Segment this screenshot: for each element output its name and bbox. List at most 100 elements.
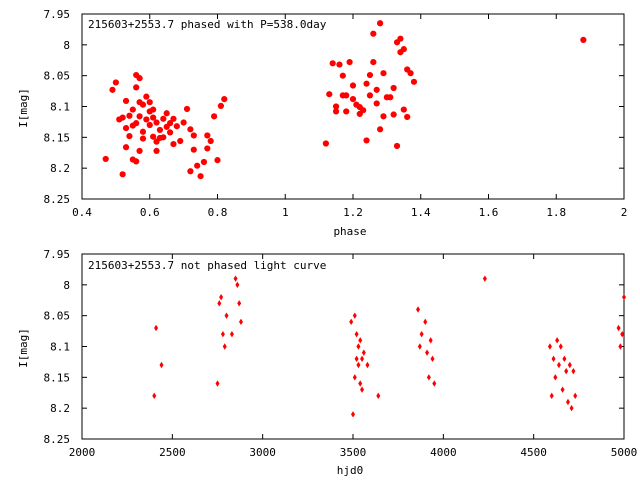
unphased-data-point [560, 386, 565, 393]
phased-data-point [332, 103, 340, 110]
phased-data-point [346, 59, 353, 66]
phased-data-point [177, 137, 184, 145]
phased-data-point [160, 134, 167, 141]
phased-data-point [122, 124, 130, 132]
unphased-data-point [358, 337, 363, 344]
unphased-data-point [482, 275, 487, 282]
phased-data-point [204, 132, 211, 139]
phased-data-point [183, 105, 191, 113]
phased-data-point [370, 59, 377, 66]
phased-y-tick-label: 8.05 [44, 70, 71, 83]
unphased-data-point [425, 349, 430, 356]
phased-data-point [377, 20, 384, 27]
unphased-data-point [217, 300, 222, 307]
unphased-data-point [558, 343, 563, 350]
phased-title: 215603+2553.7 phased with P=538.0day [88, 18, 327, 31]
phased-data-point [136, 75, 143, 82]
unphased-data-point [356, 361, 361, 369]
unphased-y-tick-label: 8.15 [44, 371, 71, 384]
phased-data-point [393, 142, 401, 150]
phased-data-point [133, 158, 140, 165]
unphased-data-point [618, 343, 623, 350]
unphased-data-point [376, 392, 381, 400]
phased-y-tick-label: 8 [63, 39, 70, 52]
unphased-data-point [622, 293, 626, 301]
phased-data-point [400, 106, 407, 113]
phased-data-point [410, 78, 418, 85]
phased-data-point [170, 141, 177, 148]
unphased-data-point [569, 404, 574, 412]
phased-data-point [119, 114, 126, 121]
phased-x-tick-label: 1.8 [546, 206, 566, 219]
phased-data-point [143, 93, 150, 100]
phased-x-tick-label: 1.6 [479, 206, 499, 219]
phased-data-point [366, 71, 374, 79]
phased-data-point [160, 115, 167, 122]
phased-data-point [373, 100, 380, 107]
phased-data-point [407, 70, 414, 77]
phased-panel: 0.4 0.6 0.8 1 1.2 1.4 1.6 1.8 2 7.95 8 8.05 8.1 8.15… [17, 8, 627, 238]
phased-data-point [150, 106, 157, 113]
phased-data-point [380, 113, 387, 120]
unphased-y-tick-label: 8.2 [50, 402, 70, 415]
phased-y-tick-label: 8.1 [50, 101, 70, 114]
unphased-data-point [215, 380, 220, 387]
phased-data-point [400, 46, 407, 53]
phased-data-point [119, 171, 126, 178]
phased-y-tick-label: 8.25 [44, 193, 71, 206]
unphased-data-point [224, 312, 229, 319]
phased-data-point [180, 119, 187, 126]
phased-data-point [122, 144, 130, 151]
phased-data-point [373, 86, 380, 93]
phased-data-point [173, 123, 180, 130]
phased-data-point [390, 84, 397, 92]
phased-data-point [136, 113, 143, 120]
unphased-x-axis-label: hjd0 [337, 464, 364, 477]
unphased-data-point [154, 324, 159, 332]
unphased-data-point [222, 343, 227, 350]
phased-data-point [377, 126, 384, 133]
phased-data-point [102, 155, 109, 163]
unphased-data-point [428, 337, 433, 344]
unphased-data-point [356, 343, 361, 350]
phased-data-point [380, 70, 387, 77]
unphased-y-tick-label: 8.05 [44, 310, 71, 323]
unphased-data-point [361, 349, 366, 356]
unphased-data-point [573, 392, 578, 400]
unphased-data-point [219, 293, 224, 301]
unphased-x-tick-label: 2000 [69, 446, 96, 459]
phased-data-point [190, 132, 197, 139]
phased-data-point [217, 102, 224, 109]
unphased-data-point [352, 374, 357, 381]
unphased-y-tick-label: 8.25 [44, 433, 71, 446]
phased-data-point [360, 107, 367, 114]
phased-data-point [322, 140, 329, 147]
phased-data-point [153, 147, 160, 154]
unphased-data-point [567, 361, 572, 369]
unphased-data-point [365, 361, 370, 369]
unphased-data-point [564, 367, 569, 375]
phased-data-point [139, 128, 147, 135]
unphased-x-ticks: 2000 2500 3000 3500 4000 4500 5000 [69, 254, 637, 459]
phased-data-point [366, 92, 374, 99]
unphased-data-point [220, 330, 225, 338]
unphased-data-point [556, 361, 561, 369]
phased-data-point [150, 114, 157, 121]
phased-data-point [194, 162, 201, 169]
unphased-x-tick-label: 3000 [249, 446, 276, 459]
phased-data-point [146, 99, 153, 106]
unphased-data-point [229, 330, 234, 338]
unphased-points [152, 275, 626, 418]
phased-data-point [363, 137, 370, 144]
unphased-data-point [349, 318, 354, 326]
unphased-x-tick-label: 4000 [430, 446, 457, 459]
unphased-data-point [553, 374, 558, 381]
phased-x-tick-label: 0.8 [208, 206, 228, 219]
phased-data-point [343, 108, 350, 115]
unphased-data-point [237, 300, 242, 307]
phased-data-point [156, 126, 164, 134]
unphased-y-tick-label: 8.1 [50, 341, 70, 354]
phased-data-point [363, 80, 370, 87]
phased-data-point [139, 101, 147, 108]
unphased-data-point [551, 355, 556, 363]
